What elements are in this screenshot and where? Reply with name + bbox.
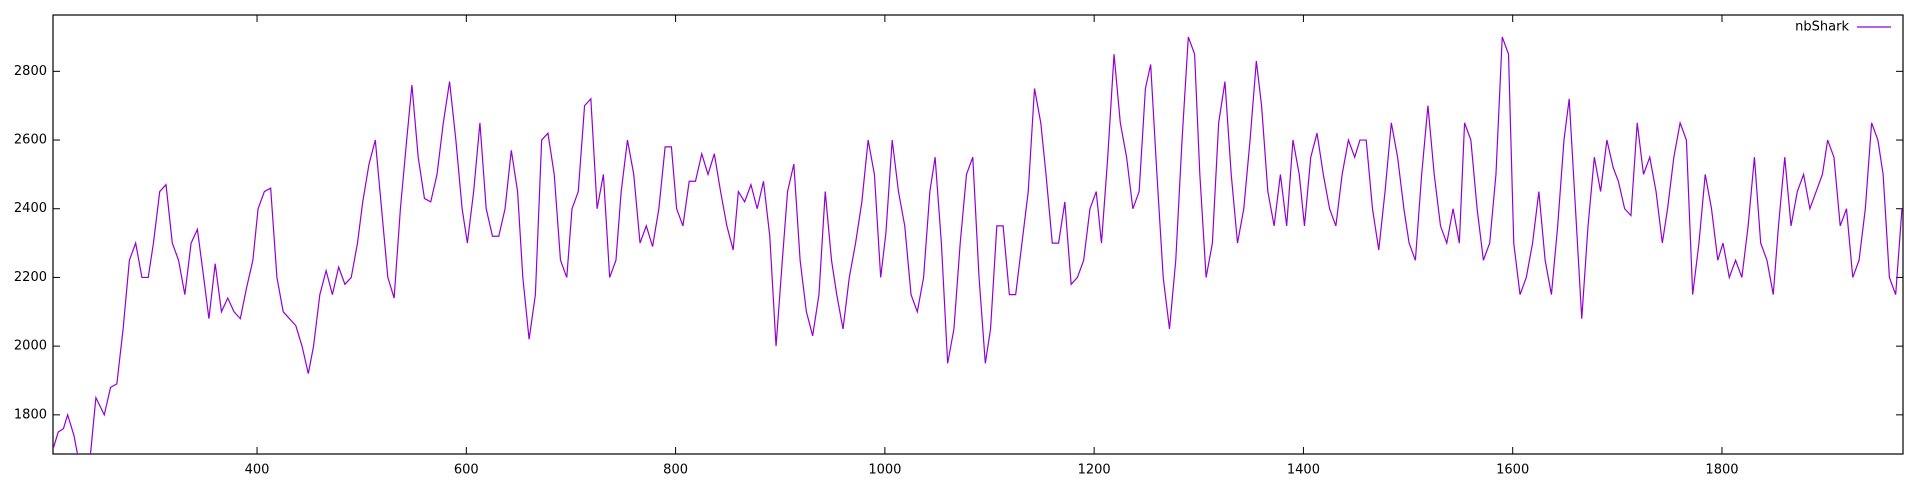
x-tick-label: 1800 <box>1705 463 1738 478</box>
legend-label: nbShark <box>1795 20 1849 35</box>
y-tick-label: 2400 <box>14 201 47 216</box>
y-tick-label: 1800 <box>14 407 47 422</box>
x-tick-label: 1600 <box>1496 463 1529 478</box>
x-tick-label: 1200 <box>1078 463 1111 478</box>
data-line <box>53 36 1903 454</box>
y-tick-label: 2000 <box>14 339 47 354</box>
x-tick-label: 1400 <box>1287 463 1320 478</box>
x-tick-label: 400 <box>245 463 270 478</box>
x-tick-label: 600 <box>454 463 479 478</box>
x-tick-label: 1000 <box>868 463 901 478</box>
x-tick-label: 800 <box>663 463 688 478</box>
y-tick-label: 2800 <box>14 64 47 79</box>
y-tick-label: 2600 <box>14 133 47 148</box>
plot-frame <box>52 14 1904 455</box>
y-tick-label: 2200 <box>14 270 47 285</box>
